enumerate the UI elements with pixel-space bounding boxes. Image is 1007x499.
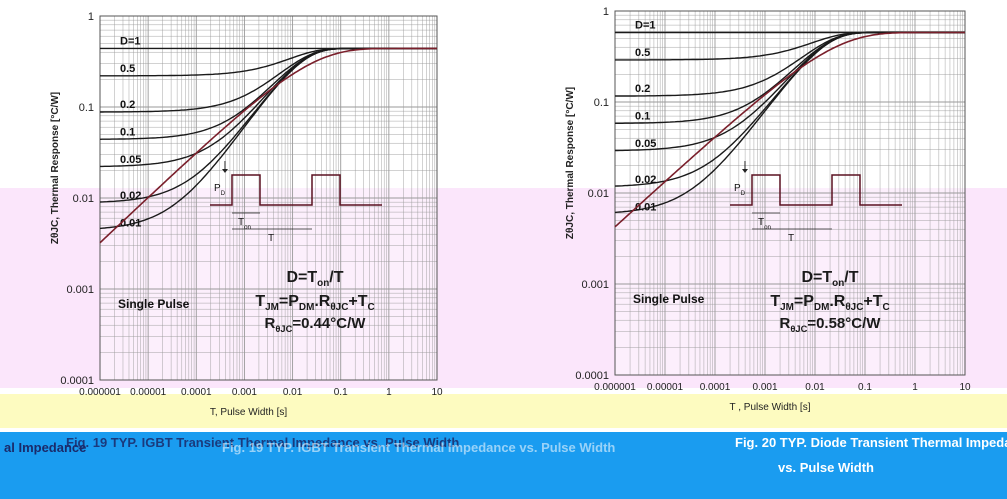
arrow-head — [742, 169, 748, 173]
series-label: 0.2 — [120, 99, 135, 111]
y-tick-label: 0.01 — [588, 188, 609, 200]
pd-label: PD — [734, 183, 746, 197]
formula-duty: D=Ton/T — [287, 269, 344, 289]
y-tick-label: 0.0001 — [60, 375, 94, 387]
chart-1: 0.0001 0.001 0.01 0.1 1 0.000001 0.00001 0.0001… — [50, 11, 443, 418]
y-tick-label: 0.1 — [594, 97, 609, 109]
pulse-waveform — [210, 174, 382, 206]
y-tick-label: 1 — [88, 11, 94, 23]
series-label: 0.2 — [635, 83, 650, 95]
grid — [614, 11, 965, 376]
y-tick-label: 0.001 — [66, 284, 94, 296]
series-label: 0.5 — [635, 47, 650, 59]
blue-band — [0, 432, 1007, 499]
single-pulse-label: Single Pulse — [633, 292, 705, 306]
ton-label: Ton — [238, 217, 252, 231]
chart-2: 0.0001 0.001 0.01 0.1 1 0.000001 0.00001 0.0001… — [565, 6, 971, 413]
pulse-shape — [210, 174, 382, 206]
pulse-shape — [730, 174, 902, 206]
x-tick-label: 0.1 — [334, 387, 348, 398]
x-tick-label: 0.001 — [752, 382, 777, 393]
series-label: D=1 — [120, 35, 141, 47]
x-tick-label: 10 — [431, 387, 443, 398]
formula-rth: RθJC=0.58°C/W — [780, 315, 882, 334]
y-tick-label: 1 — [603, 6, 609, 18]
x-tick-label: 1 — [386, 387, 392, 398]
formula-tjm: TJM=PDM.RθJC+TC — [255, 293, 374, 313]
x-tick-label: 0.00001 — [647, 382, 684, 393]
series-line-single-pulse — [614, 31, 965, 228]
series-label: 0.1 — [635, 111, 650, 123]
series-label: 0.05 — [635, 138, 656, 150]
single-pulse-label: Single Pulse — [118, 297, 190, 311]
x-tick-label: 1 — [912, 382, 918, 393]
caption-fragment: al Impedance — [4, 440, 86, 455]
formula-rth: RθJC=0.44°C/W — [265, 315, 367, 334]
y-tick-label: 0.01 — [73, 193, 94, 205]
pd-label: PD — [214, 183, 226, 197]
yellow-band — [0, 394, 1007, 428]
x-tick-label: 0.001 — [232, 387, 257, 398]
arrow-head — [222, 169, 228, 173]
t-label: T — [268, 233, 274, 244]
series-line-single-pulse — [99, 47, 437, 244]
series-label: 0.01 — [635, 202, 656, 214]
plot-border — [99, 15, 438, 381]
y-tick-label: 0.1 — [79, 102, 94, 114]
formula-tjm: TJM=PDM.RθJC+TC — [770, 293, 889, 313]
caption-fig19: Fig. 19 TYP. IGBT Transient Thermal Impe… — [66, 435, 459, 450]
y-tick-label: 0.0001 — [575, 370, 609, 382]
series-label: 0.02 — [635, 174, 656, 186]
x-tick-label: 0.1 — [858, 382, 872, 393]
t-label: T — [788, 233, 794, 244]
x-axis-label: T , Pulse Width [s] — [730, 402, 811, 413]
y-axis-label: ZθJC, Thermal Response [°C/W] — [50, 92, 61, 244]
caption-fig19-ghost: Fig. 19 TYP. IGBT Transient Thermal Impe… — [222, 440, 615, 455]
x-axis-label: T, Pulse Width [s] — [210, 407, 287, 418]
x-tick-label: 0.00001 — [130, 387, 167, 398]
plot-border — [614, 10, 966, 376]
x-tick-label: 0.0001 — [700, 382, 731, 393]
caption-fig20: Fig. 20 TYP. Diode Transient Thermal Imp… — [735, 435, 1007, 450]
x-tick-label: 0.000001 — [594, 382, 636, 393]
x-tick-label: 0.000001 — [79, 387, 121, 398]
series-label: D=1 — [635, 20, 656, 32]
series-label: 0.1 — [120, 126, 135, 138]
x-tick-label: 0.01 — [283, 387, 303, 398]
series-label: 0.02 — [120, 190, 141, 202]
y-axis-label: ZθJC, Thermal Response [°C/W] — [565, 87, 576, 239]
series-label: 0.05 — [120, 154, 141, 166]
series-label: 0.5 — [120, 63, 135, 75]
pulse-waveform — [730, 174, 902, 206]
formula-duty: D=Ton/T — [802, 269, 859, 289]
y-tick-label: 0.001 — [581, 279, 609, 291]
ton-label: Ton — [758, 217, 772, 231]
series-label: 0.01 — [120, 217, 141, 229]
x-tick-label: 10 — [959, 382, 971, 393]
caption-fig20-vs: vs. Pulse Width — [778, 460, 874, 475]
x-tick-label: 0.01 — [805, 382, 825, 393]
x-tick-label: 0.0001 — [181, 387, 212, 398]
